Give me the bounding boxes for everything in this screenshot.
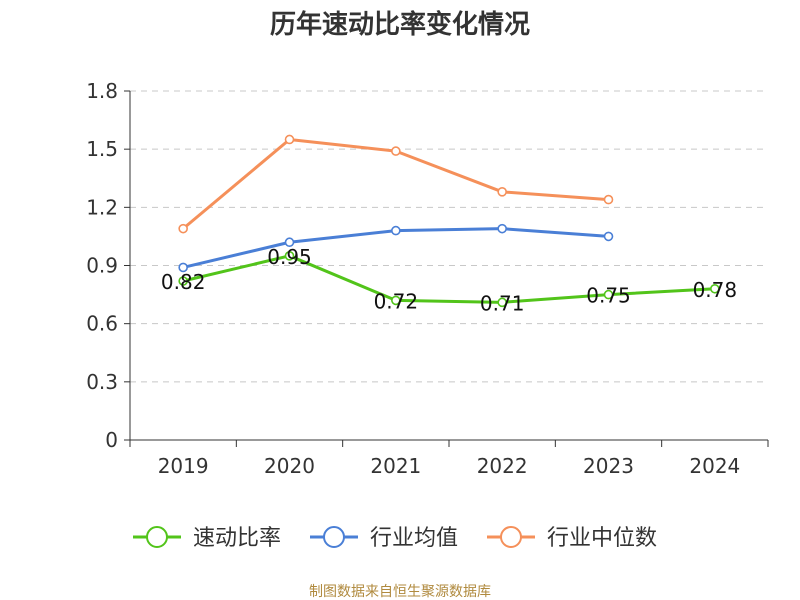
legend[interactable]: 速动比率 行业均值 行业中位数 [133,526,657,551]
data-point[interactable] [178,262,188,273]
x-tick-label: 2024 [689,454,740,478]
data-point[interactable] [497,187,507,197]
data-point[interactable] [603,289,614,300]
data-label: 0.72 [374,289,419,313]
x-tick-label: 2019 [158,454,209,478]
legend-item-2[interactable]: 行业中位数 [487,526,657,551]
data-label: 0.75 [586,284,631,308]
legend-swatch-marker [323,526,345,548]
data-point[interactable] [710,283,720,294]
y-tick-label: 0.3 [86,370,118,394]
x-tick-label: 2021 [370,454,421,478]
data-point[interactable] [391,295,401,306]
data-point[interactable] [178,276,188,286]
chart-title: 历年速动比率变化情况 [270,9,530,40]
data-label: 0.71 [480,291,525,315]
x-tick-label: 2022 [477,454,528,478]
data-point[interactable] [391,146,401,156]
y-tick-label: 0.6 [86,312,118,336]
legend-item-0[interactable]: 速动比率 [133,526,281,551]
legend-swatch-marker [500,526,522,548]
source-note: 制图数据来自恒生聚源数据库 [309,584,491,600]
legend-label: 行业均值 [370,526,458,551]
x-tick-label: 2023 [583,454,634,478]
data-point[interactable] [603,194,614,205]
legend-swatch-marker [146,526,168,548]
data-point[interactable] [178,223,188,234]
data-point[interactable] [497,223,507,234]
data-labels: 0.82 0.95 0.72 0.71 0.75 0.78 [161,245,737,316]
gridlines [130,90,768,383]
data-label: 0.78 [693,278,738,302]
y-tick-label: 1.2 [86,195,118,219]
y-tick-label: 1.5 [86,137,118,161]
y-tick-label: 0 [105,428,118,452]
data-label: 0.95 [267,245,312,269]
data-point[interactable] [284,237,295,248]
series-group [178,134,720,308]
legend-label: 行业中位数 [547,526,657,551]
data-point[interactable] [284,251,295,261]
legend-item-1[interactable]: 行业均值 [310,526,458,551]
data-label: 0.82 [161,270,206,294]
axes: 0 0.3 0.6 0.9 1.2 1.5 1.8 2019 2020 2021 2022 2023 2… [86,79,769,478]
series-line-0 [182,254,715,304]
y-tick-label: 0.9 [86,254,118,278]
legend-label: 速动比率 [193,526,281,551]
data-point[interactable] [391,225,401,236]
data-point[interactable] [497,297,507,308]
y-tick-label: 1.8 [86,79,118,103]
data-point[interactable] [603,231,614,242]
x-tick-label: 2020 [264,454,315,478]
data-point[interactable] [284,134,295,145]
